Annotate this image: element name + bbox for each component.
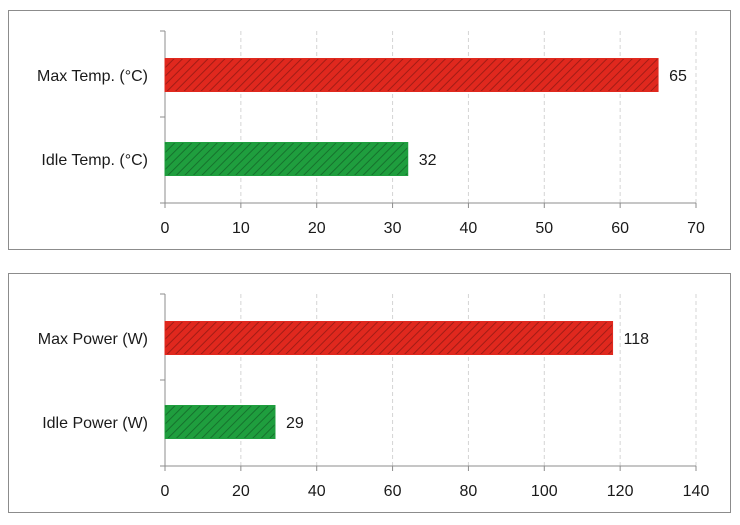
data-label: 65 <box>669 68 687 85</box>
x-tick-label: 120 <box>607 483 634 500</box>
data-label: 32 <box>419 152 437 169</box>
temperature-bar-chart: 0 10 20 30 40 50 60 70 Max Temp. (°C) 65 Idle Temp… <box>37 30 705 237</box>
x-tick-label: 100 <box>531 483 558 500</box>
x-tick-label: 30 <box>384 220 402 237</box>
x-tick-label: 50 <box>535 220 553 237</box>
x-tick-label: 20 <box>232 483 250 500</box>
x-tick-label: 0 <box>161 220 170 237</box>
category-label: Idle Temp. (°C) <box>41 152 148 169</box>
temperature-chart-panel: 0 10 20 30 40 50 60 70 Max Temp. (°C) 65 Idle Temp… <box>8 10 731 250</box>
x-tick-label: 20 <box>308 220 326 237</box>
x-tick-label: 10 <box>232 220 250 237</box>
x-tick-label: 60 <box>384 483 402 500</box>
x-tick-label: 40 <box>308 483 326 500</box>
category-label: Max Temp. (°C) <box>37 68 148 85</box>
x-tick-label: 0 <box>161 483 170 500</box>
x-tick-label: 60 <box>611 220 629 237</box>
data-label: 118 <box>624 331 650 348</box>
x-tick-label: 140 <box>683 483 710 500</box>
power-chart-panel: 0 20 40 60 80 100 120 140 Max Power (W) 118 Idle P… <box>8 273 731 513</box>
power-bar-chart: 0 20 40 60 80 100 120 140 Max Power (W) 118 Idle P… <box>38 293 710 500</box>
x-tick-label: 80 <box>460 483 478 500</box>
bar <box>164 58 659 92</box>
bar <box>164 321 614 355</box>
x-tick-label: 70 <box>687 220 705 237</box>
bar <box>164 142 409 176</box>
category-label: Idle Power (W) <box>42 415 148 432</box>
category-label: Max Power (W) <box>38 331 148 348</box>
data-label: 29 <box>286 415 304 432</box>
bar <box>164 405 276 439</box>
x-tick-label: 40 <box>460 220 478 237</box>
